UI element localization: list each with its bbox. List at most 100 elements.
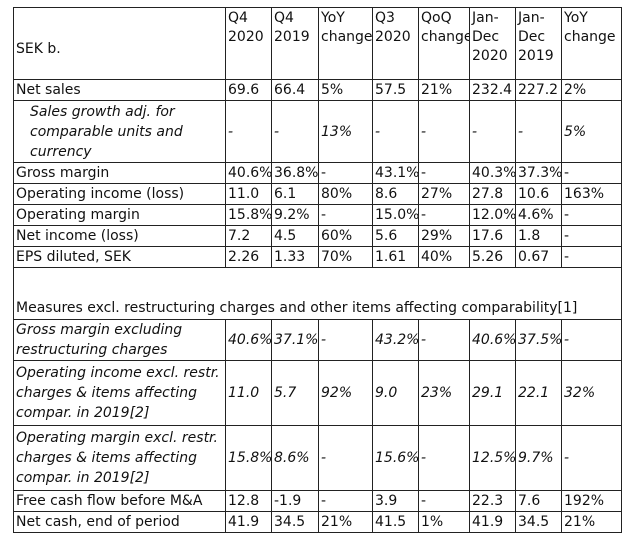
table-row: Operating margin 15.8% 9.2% -15.0% -12.0% 4.6… <box>13 204 622 226</box>
section-title: Measures excl. restructuring charges and… <box>13 297 622 320</box>
row-label: Gross margin <box>13 162 226 184</box>
row-value: - <box>318 319 373 361</box>
row-value: - <box>318 204 373 226</box>
row-value: 43.2% <box>372 319 419 361</box>
row-value: 29% <box>418 225 470 247</box>
row-value: 27% <box>418 183 470 205</box>
row-value: 57.5 <box>372 79 419 101</box>
row-value: - <box>561 319 622 361</box>
row-value: - <box>418 425 470 491</box>
row-value: 40.3% <box>469 162 516 184</box>
row-value: 40.6% <box>225 162 272 184</box>
row-value: - <box>318 162 373 184</box>
table-row: Net sales 69.6 66.4 5% 57.5 21% 232.4 227.2 2% <box>13 79 622 101</box>
row-value: 5% <box>318 79 373 101</box>
row-label: Gross margin excluding restructuring cha… <box>13 319 226 361</box>
header-q4-2020: Q4 2020 <box>225 7 272 80</box>
row-value: 2% <box>561 79 622 101</box>
header-qoq-change: QoQ change <box>418 7 470 80</box>
row-label: Net income (loss) <box>13 225 226 247</box>
row-value: 70% <box>318 246 373 268</box>
row-value: 37.3% <box>515 162 562 184</box>
financial-table-wrapper: SEK b. Q4 2020 Q4 2019 YoY change Q3 202… <box>13 7 622 533</box>
row-value: - <box>318 490 373 512</box>
row-value: - <box>561 162 622 184</box>
table-row: EPS diluted, SEK 2.26 1.33 70% 1.61 40% 5.26 0.… <box>13 246 622 268</box>
row-value: 5.7 <box>271 360 319 426</box>
row-value: 3.9 <box>372 490 419 512</box>
row-value: 29.1 <box>469 360 516 426</box>
row-value: 17.6 <box>469 225 516 247</box>
row-value: 4.5 <box>271 225 319 247</box>
row-value: 0.67 <box>515 246 562 268</box>
row-value: - <box>561 425 622 491</box>
row-value: 32% <box>561 360 622 426</box>
row-value: 4.6% <box>515 204 562 226</box>
row-value: 5% <box>561 100 622 163</box>
row-value: - <box>418 162 470 184</box>
row-value: 34.5 <box>271 511 319 533</box>
row-value: - <box>418 204 470 226</box>
row-value: - <box>418 319 470 361</box>
row-value: 41.9 <box>469 511 516 533</box>
row-value: 22.3 <box>469 490 516 512</box>
spacer-cell <box>13 267 622 297</box>
row-value: 27.8 <box>469 183 516 205</box>
table-row: Net income (loss) 7.2 4.5 60% 5.6 29% 17.6 1.8- <box>13 225 622 247</box>
row-value: 1.61 <box>372 246 419 268</box>
table-row: Operating income excl. restr. charges & … <box>13 360 622 426</box>
row-label: EPS diluted, SEK <box>13 246 226 268</box>
row-value: - <box>515 100 562 163</box>
row-value: 192% <box>561 490 622 512</box>
row-value: - <box>561 225 622 247</box>
row-value: 9.7% <box>515 425 562 491</box>
row-value: 40.6% <box>225 319 272 361</box>
row-label: Sales growth adj. for comparable units a… <box>13 100 226 163</box>
header-q3-2020: Q3 2020 <box>372 7 419 80</box>
row-value: - <box>318 425 373 491</box>
row-value: 23% <box>418 360 470 426</box>
table-row: Gross margin 40.6% 36.8% -43.1% -40.3% 37.3% - <box>13 162 622 184</box>
row-value: 9.0 <box>372 360 419 426</box>
row-value: 5.26 <box>469 246 516 268</box>
row-value: 1.33 <box>271 246 319 268</box>
row-value: - <box>372 100 419 163</box>
row-value: 22.1 <box>515 360 562 426</box>
section-title-row: Measures excl. restructuring charges and… <box>13 297 622 320</box>
row-value: 11.0 <box>225 360 272 426</box>
row-label: Net cash, end of period <box>13 511 226 533</box>
row-value: 7.2 <box>225 225 272 247</box>
row-value: 12.8 <box>225 490 272 512</box>
row-value: - <box>561 246 622 268</box>
row-value: 5.6 <box>372 225 419 247</box>
row-value: 6.1 <box>271 183 319 205</box>
row-value: 15.6% <box>372 425 419 491</box>
row-value: 227.2 <box>515 79 562 101</box>
row-value: 8.6% <box>271 425 319 491</box>
row-value: 21% <box>318 511 373 533</box>
row-value: 15.8% <box>225 425 272 491</box>
row-label: Operating income excl. restr. charges & … <box>13 360 226 426</box>
row-value: 1.8 <box>515 225 562 247</box>
header-jan-dec-2020: Jan-Dec 2020 <box>469 7 516 80</box>
table-row: Operating margin excl. restr. charges & … <box>13 425 622 491</box>
spacer-row <box>13 267 622 297</box>
header-label: SEK b. <box>13 7 226 80</box>
row-value: 43.1% <box>372 162 419 184</box>
row-label: Operating income (loss) <box>13 183 226 205</box>
row-value: 60% <box>318 225 373 247</box>
table-row: Free cash flow before M&A 12.8 -1.9-3.9-22… <box>13 490 622 512</box>
row-value: - <box>561 204 622 226</box>
table-row: Net cash, end of period 41.9 34.5 21% 41.5 1%… <box>13 511 622 533</box>
row-value: 69.6 <box>225 79 272 101</box>
row-value: 21% <box>561 511 622 533</box>
row-value: 13% <box>318 100 373 163</box>
row-value: 8.6 <box>372 183 419 205</box>
row-value: 37.1% <box>271 319 319 361</box>
row-value: - <box>418 490 470 512</box>
row-value: - <box>469 100 516 163</box>
row-value: - <box>225 100 272 163</box>
header-row: SEK b. Q4 2020 Q4 2019 YoY change Q3 202… <box>13 7 622 80</box>
row-value: 40.6% <box>469 319 516 361</box>
row-label: Free cash flow before M&A <box>13 490 226 512</box>
